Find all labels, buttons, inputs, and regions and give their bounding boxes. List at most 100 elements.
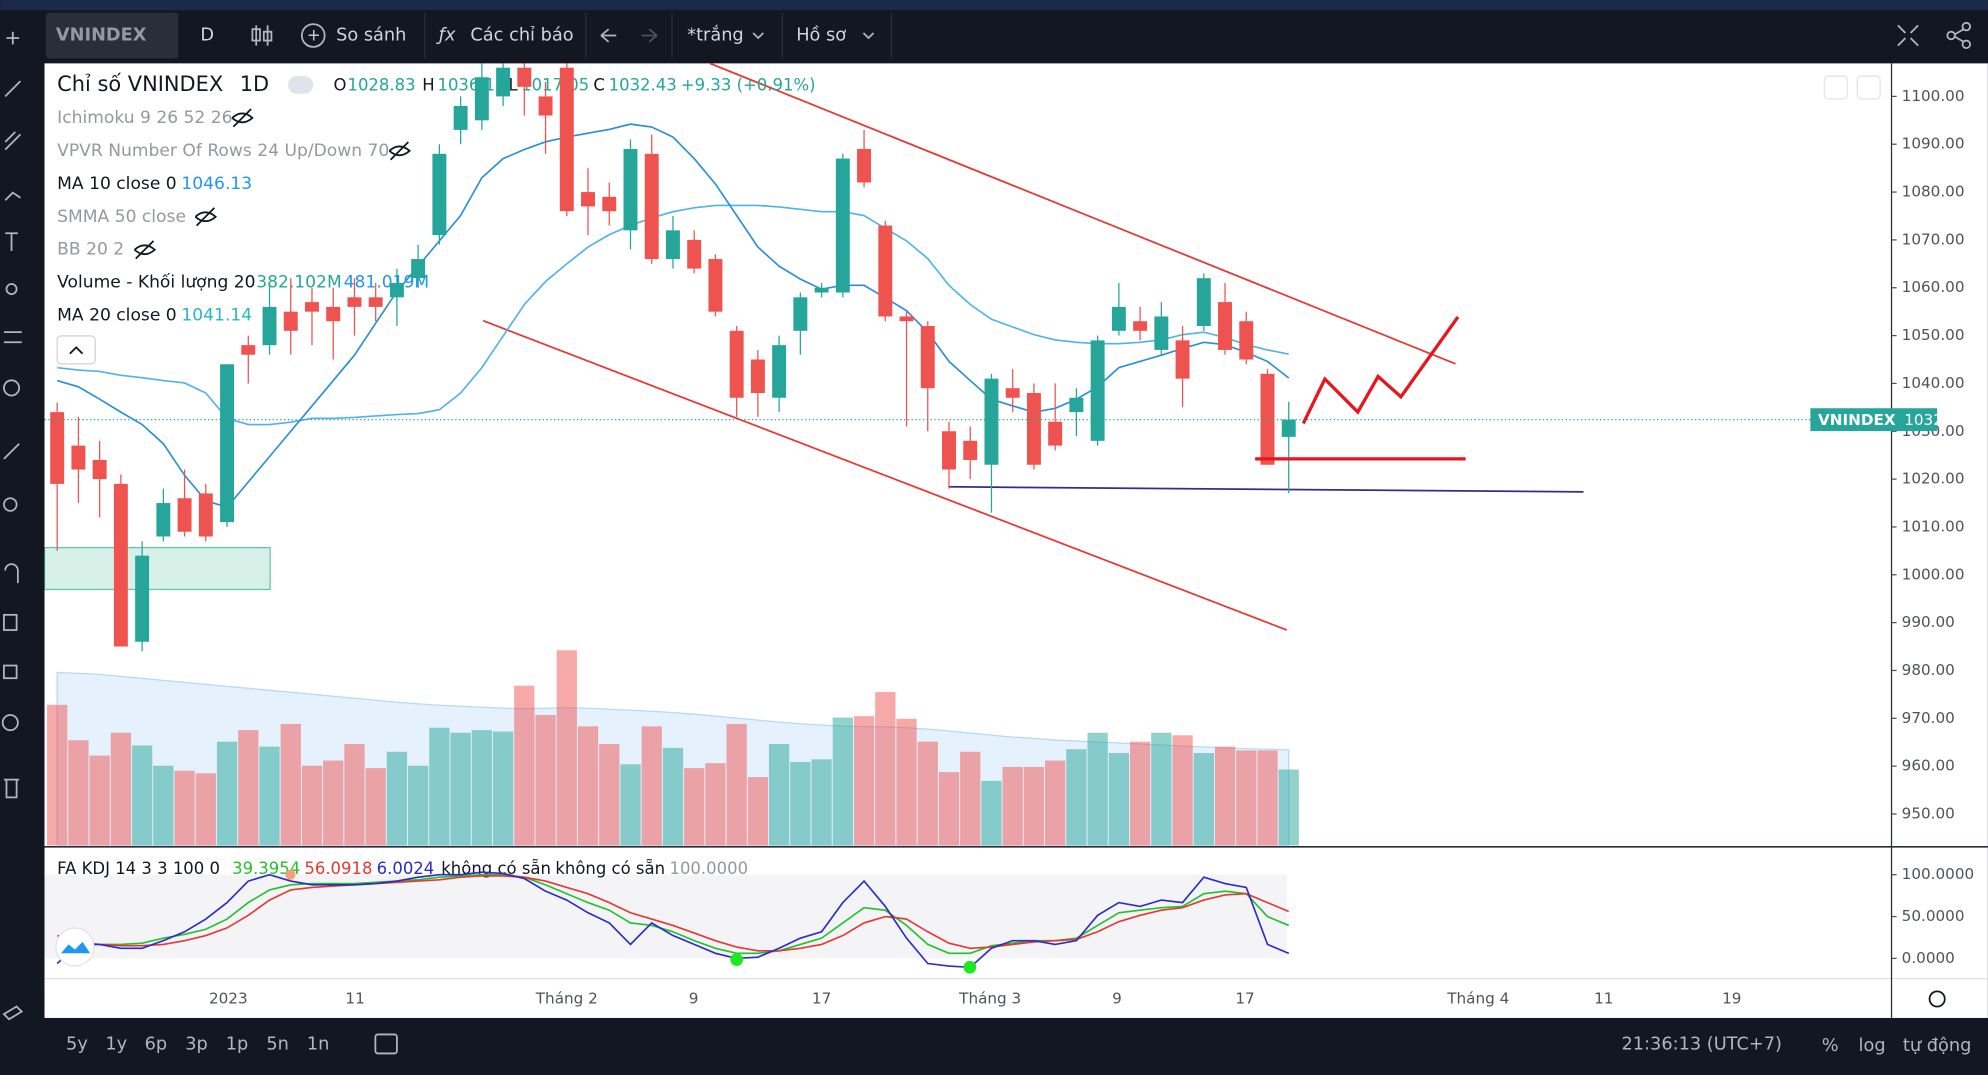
candle-body	[623, 149, 638, 231]
undo[interactable]	[600, 28, 617, 43]
indicator-smma[interactable]: SMMA 50 close	[57, 207, 186, 227]
candle-body	[708, 259, 723, 312]
indicator-vpvr[interactable]: VPVR Number Of Rows 24 Up/Down 70	[57, 141, 389, 161]
indicator-bb[interactable]: BB 20 2	[57, 240, 124, 260]
volume-bar	[832, 717, 853, 846]
y-tick-label: 1070.00	[1902, 230, 1965, 248]
scroll-btn[interactable]	[1823, 75, 1848, 100]
range[interactable]: 5n	[266, 1035, 289, 1055]
candle-body	[581, 192, 595, 207]
volume-bar	[535, 714, 556, 846]
volume-bar	[684, 768, 705, 846]
profile-arrow[interactable]	[862, 32, 875, 40]
volume-bar	[662, 747, 684, 846]
fullscreen[interactable]	[1897, 24, 1919, 47]
tool-text[interactable]	[5, 232, 18, 252]
range[interactable]: 1y	[105, 1035, 127, 1055]
y-tick-label: 1010.00	[1902, 517, 1965, 535]
collapse-legend[interactable]	[56, 335, 96, 365]
range[interactable]: 5y	[66, 1035, 88, 1055]
indicator-ma10[interactable]: MA 10 close 0	[57, 174, 177, 194]
fx-icon[interactable]: ƒx	[436, 25, 456, 45]
zone-rect[interactable]	[44, 547, 271, 591]
x-tick-label: Tháng 4	[1446, 989, 1509, 1007]
tool-emoji[interactable]	[3, 379, 21, 397]
volume-bar	[238, 730, 259, 846]
y-tick-label: 1000.00	[1902, 565, 1965, 583]
candle-body	[1005, 388, 1020, 398]
chart-type-icon[interactable]	[251, 25, 273, 46]
forecast-path[interactable]	[1301, 315, 1460, 425]
candle-body	[1048, 421, 1063, 446]
trendline[interactable]	[482, 319, 1288, 631]
kdj-band	[44, 874, 1287, 959]
price-pane	[47, 63, 1299, 846]
percent[interactable]: %	[1822, 1036, 1839, 1056]
volume-bar	[174, 770, 195, 846]
template[interactable]: *trắng	[687, 24, 743, 45]
support-line[interactable]	[948, 485, 1584, 493]
compare-icon[interactable]	[300, 23, 326, 48]
indicators[interactable]: Các chỉ báo	[470, 25, 573, 45]
collapse-dot[interactable]	[287, 76, 314, 94]
axis-settings[interactable]	[1928, 990, 1946, 1008]
tool-cross[interactable]	[6, 31, 20, 45]
candle-body	[92, 459, 107, 480]
tool-node[interactable]	[5, 283, 18, 295]
template-arrow[interactable]	[752, 32, 764, 40]
volume-bar	[492, 731, 514, 846]
indicator-ichimoku[interactable]: Ichimoku 9 26 52 26	[57, 108, 232, 128]
candle-body	[559, 67, 574, 212]
legend-title: Chỉ số VNINDEX	[57, 72, 223, 96]
settings-btn[interactable]	[1856, 75, 1881, 100]
log[interactable]: log	[1859, 1036, 1886, 1056]
volume-bar	[896, 718, 917, 846]
candle-body	[963, 440, 978, 460]
interval[interactable]: D	[200, 25, 214, 45]
volume-bar	[938, 772, 960, 846]
plot: 1100.00 1090.00 1080.00 1070.00 1060.00 1050.…	[44, 63, 1974, 1007]
tool-measure[interactable]	[3, 331, 22, 344]
indicator-volume[interactable]: Volume - Khối lượng 20	[57, 272, 255, 293]
profile[interactable]: Hồ sơ	[796, 24, 846, 45]
candle-body	[135, 555, 150, 642]
volume-bar	[1087, 732, 1108, 846]
overlay	[55, 315, 1466, 974]
range[interactable]: 6p	[145, 1035, 168, 1055]
goto-date[interactable]	[374, 1033, 398, 1055]
range[interactable]: 1n	[307, 1035, 330, 1055]
compare-plus[interactable]: +	[307, 26, 321, 45]
tool-other[interactable]	[2, 1005, 24, 1021]
candle-body	[453, 105, 468, 130]
tool-fib[interactable]	[4, 131, 22, 151]
collapse-arrow[interactable]	[69, 346, 84, 355]
tool-lock2[interactable]	[3, 664, 18, 680]
tool-zoom[interactable]	[3, 497, 18, 512]
candle-body	[920, 326, 935, 389]
share[interactable]	[1946, 21, 1972, 50]
tool-line[interactable]	[4, 80, 22, 97]
tool-ruler[interactable]	[3, 443, 20, 460]
range[interactable]: 3p	[185, 1035, 208, 1055]
redo[interactable]	[641, 28, 658, 43]
hidden-eyes[interactable]	[133, 108, 411, 260]
tool-pattern[interactable]	[4, 191, 21, 201]
indicator-ma20[interactable]: MA 20 close 0	[57, 306, 177, 326]
symbol[interactable]: VNINDEX	[56, 25, 147, 45]
range[interactable]: 1p	[226, 1035, 249, 1055]
candle-body	[177, 498, 192, 532]
candle-body	[644, 153, 659, 260]
candle-body	[729, 330, 744, 398]
tool-eye[interactable]	[1, 714, 19, 732]
candle-body	[156, 503, 171, 537]
trendline[interactable]	[709, 63, 1456, 365]
symbol-box[interactable]	[45, 12, 178, 59]
kdj-signal	[963, 960, 977, 974]
candle-body	[602, 196, 617, 212]
tool-trash[interactable]	[3, 778, 20, 799]
candle-body	[1133, 321, 1148, 331]
tool-magnet[interactable]	[4, 563, 19, 584]
compare[interactable]: So sánh	[336, 25, 406, 45]
tool-lock[interactable]	[3, 613, 18, 631]
auto[interactable]: tự động	[1903, 1036, 1971, 1056]
